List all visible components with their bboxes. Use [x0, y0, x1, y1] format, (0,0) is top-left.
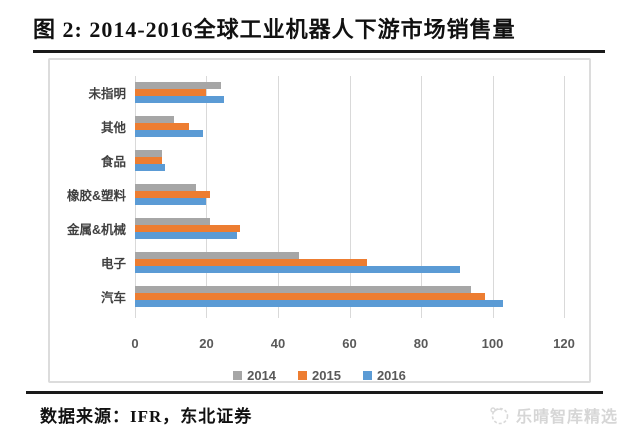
bar-2014 — [135, 150, 162, 158]
bar-group: 汽车 — [101, 279, 564, 313]
category-label: 未指明 — [88, 87, 126, 102]
bar-stack — [135, 217, 564, 239]
plot-area: 未指明其他食品橡胶&塑料金属&机械电子汽车 — [67, 76, 565, 318]
watermark-label: 乐晴智库精选 — [515, 408, 618, 426]
bar-2016 — [135, 198, 207, 205]
bar-2014 — [135, 217, 211, 225]
bar-2014 — [135, 184, 196, 191]
legend-swatch — [233, 371, 243, 380]
x-tick-label: 40 — [270, 336, 286, 351]
legend-item-2016: 2016 — [362, 368, 406, 383]
footer: 数据来源：IFR，东北证券 乐晴智库精选 — [40, 402, 618, 427]
bar-2015 — [135, 292, 486, 300]
leqing-logo-icon — [488, 404, 510, 426]
gridline — [564, 76, 565, 318]
legend-swatch — [298, 371, 308, 380]
gridline — [349, 76, 351, 318]
bar-2016 — [135, 96, 225, 104]
bar-2015 — [135, 258, 368, 266]
bar-2015 — [135, 89, 207, 97]
x-tick-label: 60 — [342, 336, 357, 351]
category-label: 食品 — [100, 155, 126, 170]
bar-2015 — [135, 191, 211, 198]
bar-group: 未指明 — [88, 76, 564, 110]
bar-2014 — [135, 251, 300, 259]
x-tick-label: 120 — [553, 336, 575, 351]
bar-2014 — [135, 285, 472, 293]
watermark: 乐晴智库精选 — [488, 403, 618, 427]
legend-item-2015: 2015 — [298, 368, 341, 383]
category-label: 橡胶&塑料 — [66, 189, 126, 203]
legend: 2014 2015 2016 — [50, 368, 589, 383]
category-label: 金属&机械 — [66, 222, 126, 237]
figure-title: 图 2: 2014-2016全球工业机器人下游市场销售量 — [33, 17, 516, 42]
gridline — [492, 76, 494, 318]
legend-item-2014: 2014 — [233, 368, 276, 383]
category-label: 汽车 — [100, 290, 126, 305]
bar-stack — [135, 285, 564, 307]
bar-stack — [135, 251, 564, 273]
category-label: 电子 — [100, 256, 126, 271]
legend-label: 2014 — [247, 368, 277, 383]
bar-group: 其他 — [101, 110, 564, 144]
bar-2014 — [135, 116, 175, 124]
bar-2016 — [135, 265, 461, 273]
bar-group: 橡胶&塑料 — [67, 178, 564, 212]
x-axis-labels: 0 20 40 60 80 100 120 — [131, 336, 574, 352]
x-tick-label: 20 — [199, 336, 214, 351]
bar-2016 — [135, 130, 203, 138]
gridline — [420, 76, 422, 318]
legend-label: 2015 — [312, 368, 341, 383]
bar-stack — [135, 82, 564, 104]
x-tick-label: 0 — [131, 336, 139, 351]
bar-2015 — [135, 224, 241, 232]
bar-group: 食品 — [101, 144, 564, 178]
chart-frame: 未指明其他食品橡胶&塑料金属&机械电子汽车 0 20 40 60 80 100 120 20… — [48, 58, 591, 383]
bar-stack — [135, 150, 564, 172]
bar-2015 — [135, 157, 162, 165]
separator-line — [26, 391, 603, 394]
x-tick-label: 100 — [481, 336, 504, 351]
category-label: 其他 — [100, 121, 126, 136]
bar-2016 — [135, 231, 237, 239]
bar-2015 — [135, 123, 189, 131]
bar-2014 — [135, 82, 221, 90]
bar-2016 — [135, 299, 504, 307]
source-note: 数据来源：IFR，东北证券 — [40, 407, 253, 426]
legend-swatch — [362, 371, 372, 380]
bar-stack — [135, 116, 564, 138]
bar-rows: 未指明其他食品橡胶&塑料金属&机械电子汽车 — [67, 76, 564, 313]
legend-label: 2016 — [376, 368, 406, 383]
x-tick-label: 80 — [413, 336, 429, 351]
bar-group: 电子 — [101, 245, 564, 279]
bar-stack — [135, 184, 564, 205]
gridline — [277, 76, 279, 318]
title-underline — [33, 50, 605, 53]
bar-2016 — [135, 164, 166, 172]
bar-group: 金属&机械 — [67, 211, 564, 245]
